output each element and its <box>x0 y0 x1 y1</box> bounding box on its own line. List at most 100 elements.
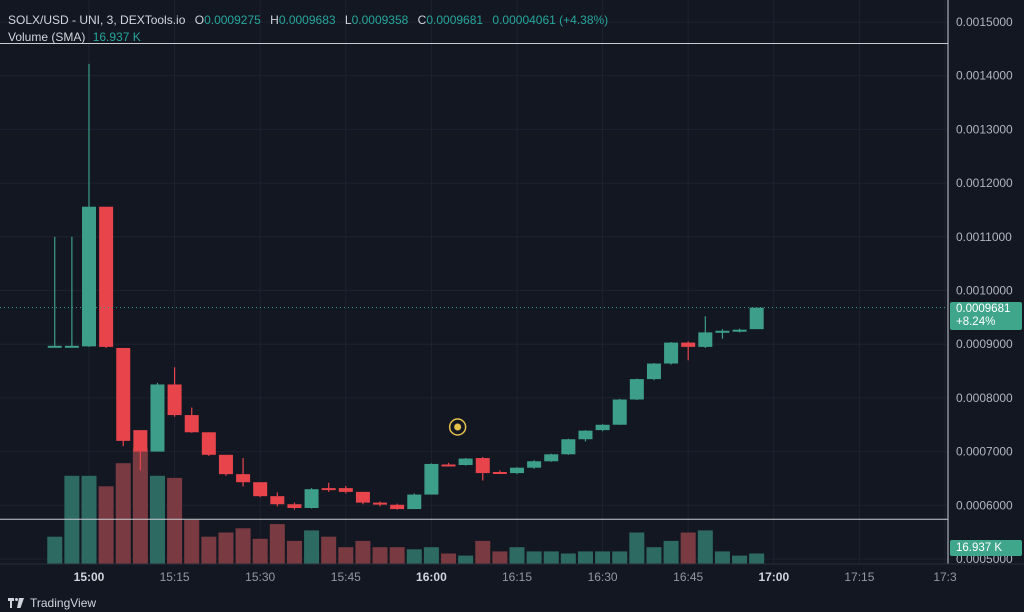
y-tick-label: 0.0006000 <box>956 498 1013 512</box>
open-value: 0.0009275 <box>204 13 261 27</box>
candle[interactable] <box>561 438 576 455</box>
candle[interactable] <box>270 492 285 507</box>
candle-body <box>201 432 216 455</box>
candle[interactable] <box>475 456 490 481</box>
volume-bar <box>732 555 748 564</box>
x-tick-label: 15:45 <box>331 570 361 584</box>
candle[interactable] <box>407 493 422 510</box>
x-tick-label: 16:30 <box>588 570 618 584</box>
candle[interactable] <box>578 430 593 442</box>
candle[interactable] <box>681 341 696 361</box>
candle[interactable] <box>749 307 764 330</box>
candle[interactable] <box>218 454 233 476</box>
volume-bar <box>423 547 439 564</box>
volume-bar <box>680 532 696 564</box>
volume-bar <box>338 547 354 564</box>
candle[interactable] <box>287 502 302 510</box>
candle[interactable] <box>544 453 559 462</box>
volume-bar <box>372 547 388 564</box>
candle[interactable] <box>732 328 747 333</box>
candle[interactable] <box>373 501 388 507</box>
candle-body <box>424 463 439 495</box>
candle-body <box>407 494 422 510</box>
candle[interactable] <box>99 206 114 348</box>
volume-bar <box>149 475 165 564</box>
change-value: 0.00004061 (+4.38%) <box>492 13 609 27</box>
candle-body <box>749 307 764 330</box>
volume-bar <box>286 540 302 564</box>
candle-body <box>732 329 747 332</box>
candle[interactable] <box>492 470 507 475</box>
candle[interactable] <box>646 362 661 381</box>
candle-body <box>116 347 131 441</box>
candle[interactable] <box>253 482 268 498</box>
candle[interactable] <box>698 316 713 348</box>
x-tick-label: 16:15 <box>502 570 532 584</box>
candle-body <box>167 384 182 416</box>
volume-bar <box>47 536 63 564</box>
close-label: C <box>417 13 427 27</box>
candle[interactable] <box>510 467 524 475</box>
chart-overlay <box>0 0 1024 565</box>
volume-bar <box>475 540 491 564</box>
candle-body <box>99 206 114 347</box>
candle[interactable] <box>167 367 182 417</box>
candle-body <box>184 415 199 433</box>
volume-bar <box>714 551 730 564</box>
volume-tag: 16.937 K <box>950 540 1022 556</box>
volume-label[interactable]: Volume (SMA) <box>8 30 86 44</box>
volume-bar <box>646 547 662 564</box>
candle-body <box>218 454 233 475</box>
candle-body <box>561 439 576 455</box>
candle[interactable] <box>184 407 199 433</box>
close-value: 0.0009681 <box>426 13 484 27</box>
y-tick-label: 0.0007000 <box>956 445 1013 459</box>
candle[interactable] <box>133 430 148 471</box>
candle[interactable] <box>458 458 473 466</box>
candle[interactable] <box>424 463 439 495</box>
candle[interactable] <box>390 503 405 510</box>
candle-body <box>390 504 405 510</box>
candle[interactable] <box>715 329 730 339</box>
candle-body <box>715 330 730 333</box>
candle[interactable] <box>201 432 216 456</box>
candle[interactable] <box>527 460 542 469</box>
y-tick-label: 0.0010000 <box>956 284 1013 298</box>
volume-bar <box>132 448 148 564</box>
candle[interactable] <box>321 482 336 492</box>
volume-bar <box>269 524 285 564</box>
candle[interactable] <box>236 458 251 487</box>
candle-body <box>133 430 148 452</box>
volume-bar <box>663 540 679 564</box>
candle[interactable] <box>64 236 79 348</box>
candle[interactable] <box>304 488 319 509</box>
candle-body <box>150 384 165 452</box>
y-tick-label: 0.0011000 <box>956 230 1012 244</box>
candle[interactable] <box>338 485 353 494</box>
volume-bar <box>749 553 765 564</box>
y-tick-label: 0.0013000 <box>956 122 1013 136</box>
candle[interactable] <box>612 398 627 425</box>
tradingview-branding[interactable]: TradingView <box>8 596 96 610</box>
high-value: 0.0009683 <box>278 13 336 27</box>
candle[interactable] <box>441 462 456 467</box>
candle-body <box>475 458 490 474</box>
x-tick-label: 17:15 <box>844 570 874 584</box>
candle-body <box>698 332 713 347</box>
y-tick-label: 0.0014000 <box>956 69 1013 83</box>
candle[interactable] <box>150 382 165 452</box>
branding-text: TradingView <box>30 596 97 610</box>
candle-body <box>373 502 388 505</box>
volume-bar <box>612 551 628 564</box>
candle[interactable] <box>116 347 131 447</box>
symbol-title[interactable]: SOLX/USD - UNI, 3, DEXTools.io <box>8 13 186 27</box>
high-label: H <box>270 13 279 27</box>
candle-body <box>510 467 524 474</box>
candle[interactable] <box>47 236 62 348</box>
candle[interactable] <box>664 342 679 365</box>
candle[interactable] <box>82 63 96 347</box>
candle[interactable] <box>629 378 644 401</box>
candle[interactable] <box>595 424 610 432</box>
candle[interactable] <box>355 491 370 505</box>
